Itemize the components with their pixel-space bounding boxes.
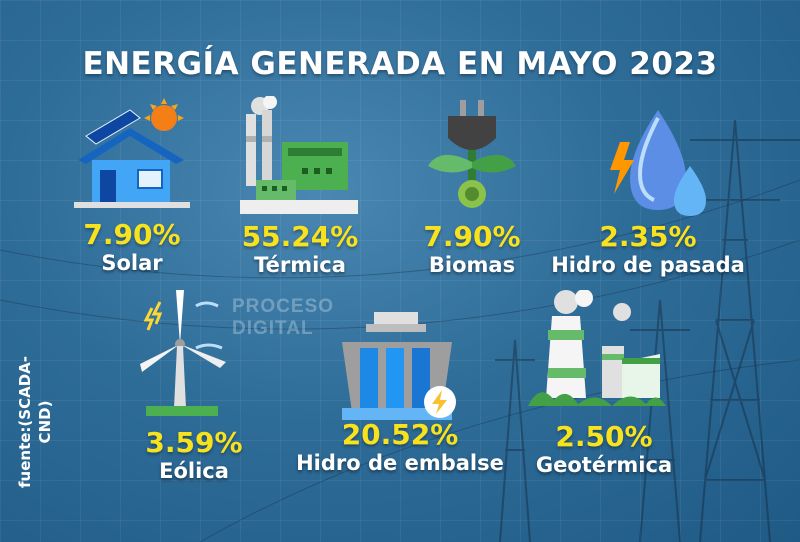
source-note: fuente:(SCADA-CND) — [16, 356, 54, 488]
thermal-plant-icon — [240, 96, 358, 214]
item-biomas: 7.90% Biomas — [402, 222, 542, 278]
geotermica-label: Geotérmica — [535, 453, 673, 477]
eolica-percentage: 3.59% — [145, 426, 243, 459]
water-drop-lightning-icon — [610, 110, 706, 216]
termica-percentage: 55.24% — [241, 220, 359, 253]
biomass-plug-icon — [428, 100, 516, 208]
hidro-pasada-label: Hidro de pasada — [551, 253, 745, 277]
biomas-percentage: 7.90% — [423, 220, 521, 253]
watermark-line1: PROCESO — [232, 296, 335, 317]
wind-turbine-icon — [140, 290, 226, 416]
watermark-line2: DIGITAL — [232, 318, 314, 339]
hidro-embalse-label: Hidro de embalse — [296, 451, 504, 475]
item-termica: 55.24% Térmica — [230, 222, 370, 278]
hidro-embalse-percentage: 20.52% — [341, 418, 459, 451]
hidro-pasada-percentage: 2.35% — [599, 220, 697, 253]
watermark: PROCESO DIGITAL — [232, 296, 334, 340]
geotermica-percentage: 2.50% — [555, 420, 653, 453]
item-eolica: 3.59% Eólica — [124, 428, 264, 484]
eolica-label: Eólica — [159, 459, 229, 483]
biomas-label: Biomas — [428, 253, 516, 277]
page-title: ENERGÍA GENERADA EN MAYO 2023 — [82, 46, 718, 82]
solar-house-icon — [74, 98, 190, 208]
solar-percentage: 7.90% — [83, 218, 181, 251]
geothermal-plant-icon — [528, 290, 666, 406]
termica-label: Térmica — [254, 253, 346, 277]
solar-label: Solar — [101, 251, 163, 275]
dam-icon — [342, 312, 456, 420]
item-hidro-embalse: 20.52% Hidro de embalse — [286, 420, 514, 476]
item-geotermica: 2.50% Geotérmica — [524, 422, 684, 478]
item-solar: 7.90% Solar — [62, 220, 202, 276]
item-hidro-pasada: 2.35% Hidro de pasada — [546, 222, 750, 278]
